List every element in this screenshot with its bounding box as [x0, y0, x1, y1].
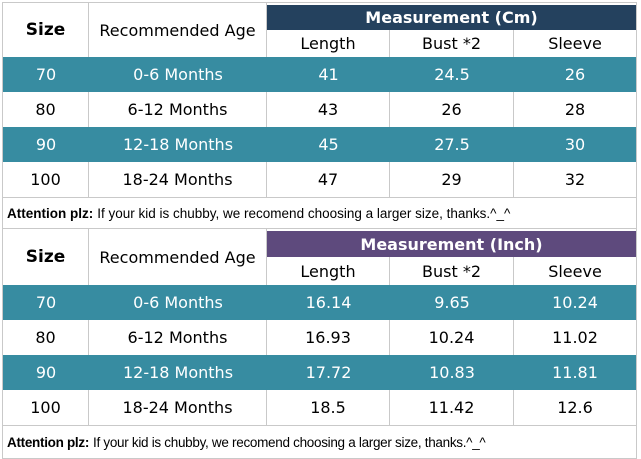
- size-table-inch: Size Recommended Age Measurement (Inch) …: [3, 228, 636, 458]
- bust-cell: 10.83: [390, 355, 514, 390]
- attention-text: If your kid is chubby, we recomend choos…: [93, 434, 486, 450]
- measurement-cm-band: Measurement (Cm): [267, 3, 636, 30]
- length-cell: 45: [267, 127, 390, 162]
- col-header-sleeve: Sleeve: [548, 261, 602, 281]
- bust-cell: 9.65: [390, 285, 514, 320]
- size-cell: 70: [3, 57, 89, 92]
- age-column-header: Recommended Age: [89, 3, 267, 57]
- size-table-cm: Size Recommended Age Measurement (Cm) Le…: [3, 3, 636, 228]
- age-column-header: Recommended Age: [89, 229, 267, 285]
- length-cell: 18.5: [267, 390, 390, 425]
- attention-label: Attention plz:: [7, 205, 94, 221]
- size-cell: 100: [3, 162, 89, 197]
- size-cell: 90: [3, 355, 89, 390]
- sleeve-cell: 30: [514, 127, 636, 162]
- col-header-length: Length: [267, 257, 390, 285]
- length-cell: 16.14: [267, 285, 390, 320]
- col-header-bust: Bust *2: [390, 257, 514, 285]
- size-column-header: Size: [3, 3, 89, 57]
- attention-note-cm: Attention plz: If your kid is chubby, we …: [3, 197, 636, 228]
- sleeve-cell: 11.81: [514, 355, 636, 390]
- bust-cell: 11.42: [390, 390, 514, 425]
- sleeve-cell: 12.6: [557, 398, 593, 417]
- size-column-header: Size: [3, 229, 89, 285]
- sleeve-cell: 10.24: [514, 285, 636, 320]
- size-cell: 80: [3, 320, 89, 355]
- attention-label: Attention plz:: [7, 434, 90, 450]
- length-cell: 47: [267, 162, 390, 197]
- bust-cell: 27.5: [390, 127, 514, 162]
- age-cell: 0-6 Months: [89, 57, 267, 92]
- size-cell: 90: [3, 127, 89, 162]
- attention-text: If your kid is chubby, we recomend choos…: [97, 205, 511, 221]
- age-cell: 6-12 Months: [89, 320, 267, 355]
- sleeve-cell: 11.02: [552, 328, 598, 347]
- age-cell: 12-18 Months: [89, 355, 267, 390]
- length-cell: 16.93: [267, 320, 390, 355]
- age-cell: 0-6 Months: [89, 285, 267, 320]
- length-cell: 43: [267, 92, 390, 127]
- measurement-inch-band: Measurement (Inch): [267, 229, 636, 257]
- bust-cell: 29: [390, 162, 514, 197]
- bust-cell: 10.24: [390, 320, 514, 355]
- col-header-length: Length: [267, 30, 390, 57]
- age-cell: 12-18 Months: [89, 127, 267, 162]
- age-cell: 18-24 Months: [89, 162, 267, 197]
- length-cell: 17.72: [267, 355, 390, 390]
- size-cell: 80: [3, 92, 89, 127]
- size-cell: 70: [3, 285, 89, 320]
- bust-cell: 26: [390, 92, 514, 127]
- length-cell: 41: [267, 57, 390, 92]
- age-cell: 18-24 Months: [89, 390, 267, 425]
- attention-note-inch: Attention plz: If your kid is chubby, we …: [3, 425, 636, 458]
- sleeve-cell: 28: [564, 100, 586, 119]
- bust-cell: 24.5: [390, 57, 514, 92]
- col-header-sleeve: Sleeve: [548, 34, 602, 53]
- size-cell: 100: [3, 390, 89, 425]
- age-cell: 6-12 Months: [89, 92, 267, 127]
- sleeve-cell: 32: [564, 170, 586, 189]
- col-header-bust: Bust *2: [390, 30, 514, 57]
- sleeve-cell: 26: [514, 57, 636, 92]
